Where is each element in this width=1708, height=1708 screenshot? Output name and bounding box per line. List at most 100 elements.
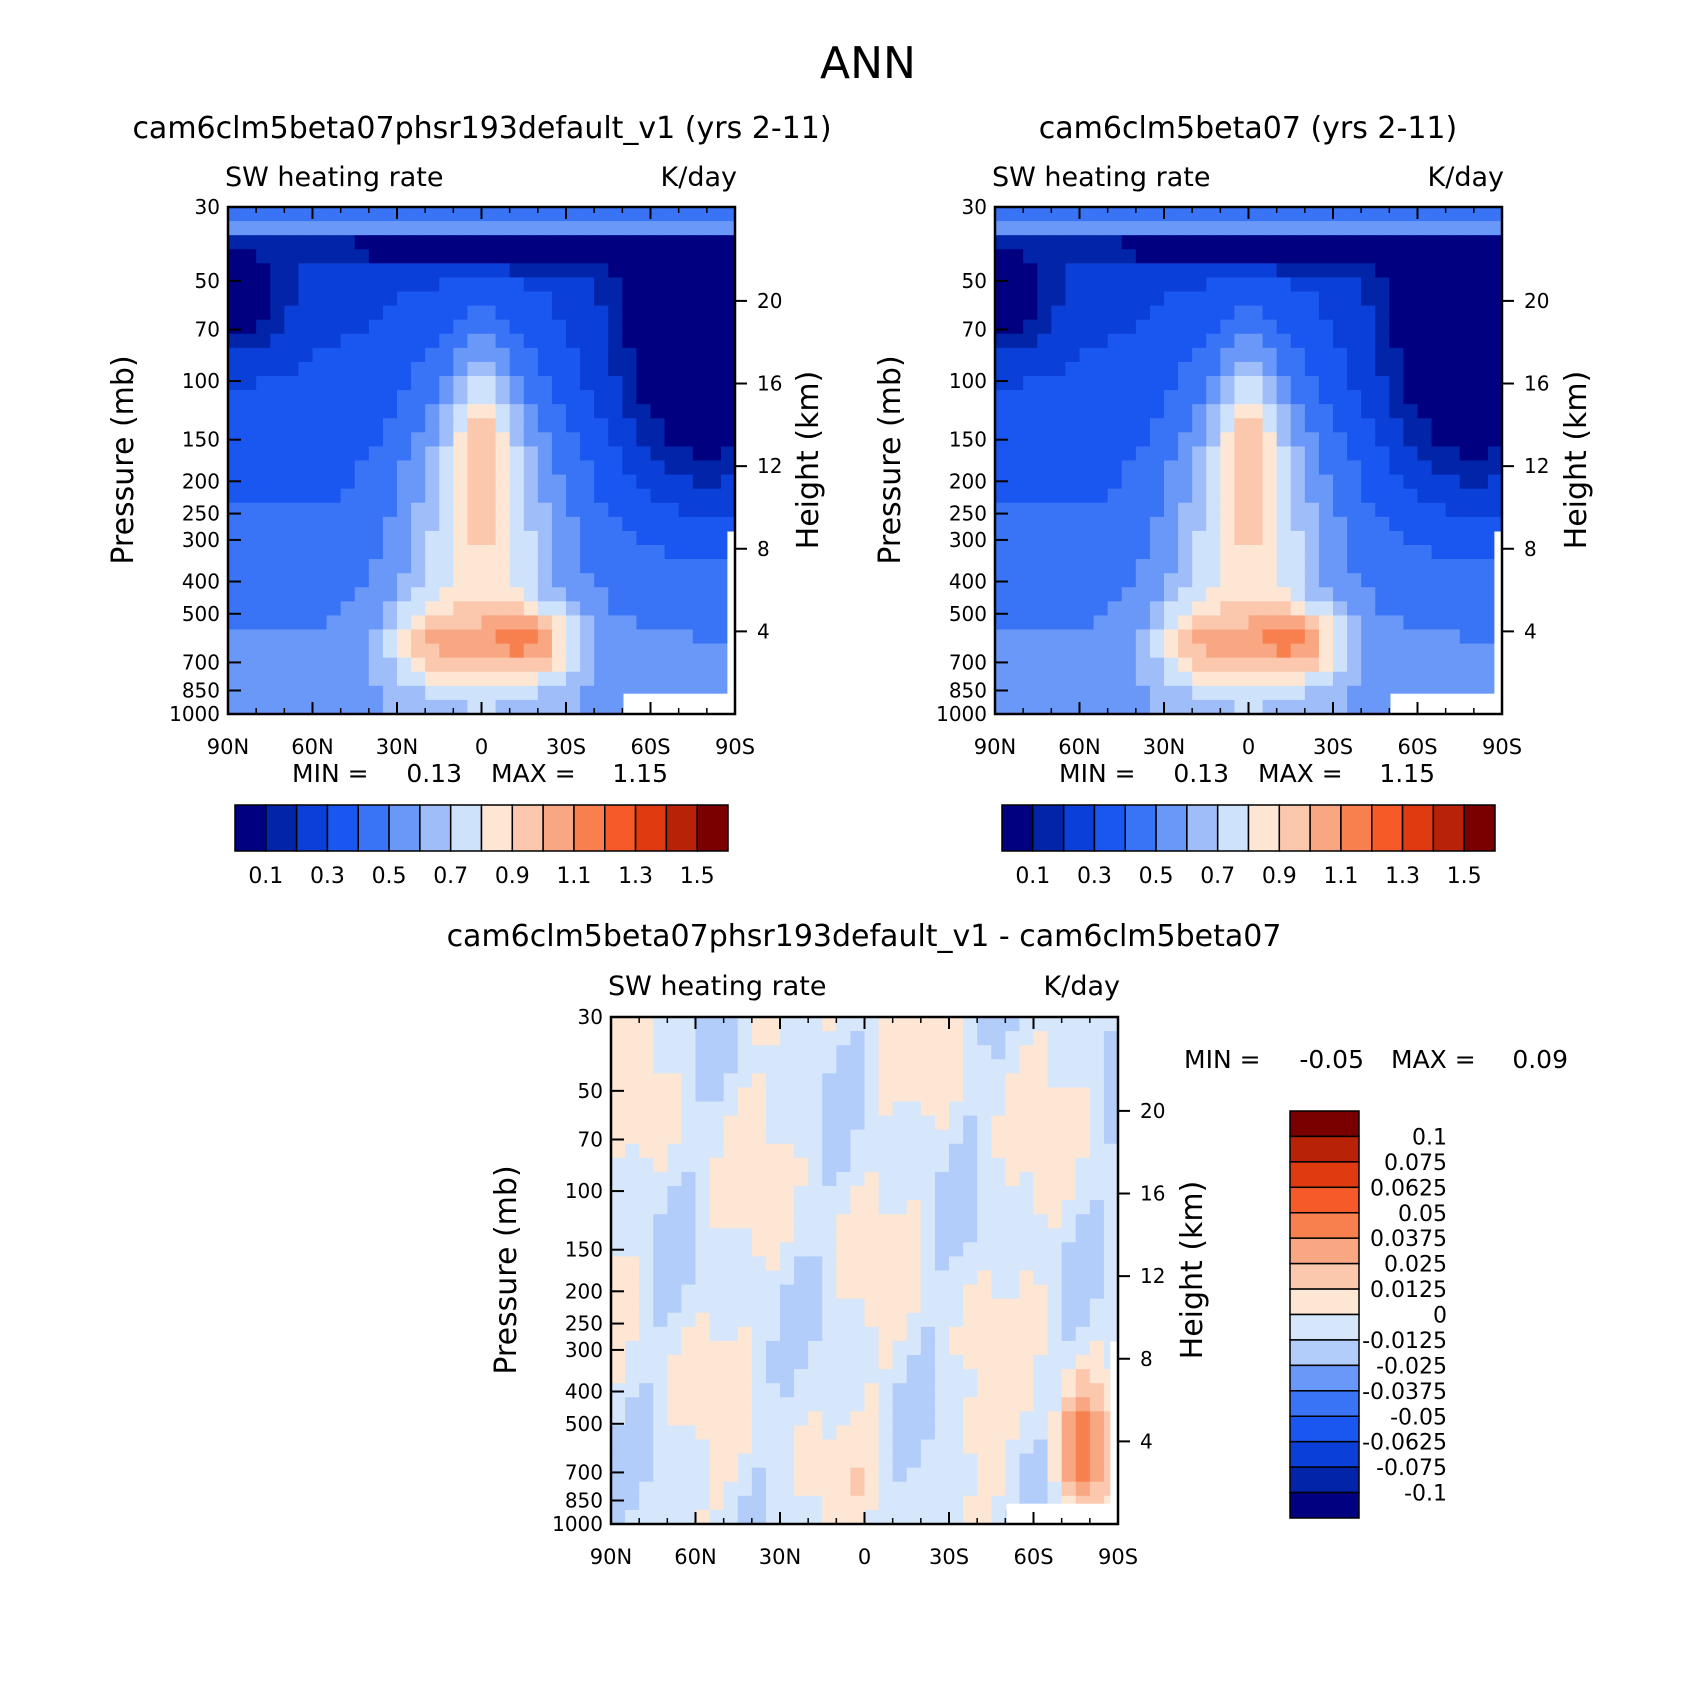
y-tick-label: 70 bbox=[578, 1128, 603, 1152]
contour-cell bbox=[425, 277, 441, 293]
contour-cell bbox=[537, 361, 553, 377]
contour-cell bbox=[270, 333, 286, 349]
contour-cell bbox=[920, 1495, 936, 1511]
contour-cell bbox=[270, 277, 286, 293]
contour-cell bbox=[720, 376, 735, 391]
contour-cell bbox=[695, 1453, 711, 1469]
contour-cell bbox=[650, 474, 666, 490]
contour-cell bbox=[709, 1143, 725, 1159]
contour-cell bbox=[453, 502, 469, 518]
contour-cell bbox=[1178, 530, 1193, 546]
contour-cell bbox=[636, 235, 652, 251]
contour-cell bbox=[1347, 207, 1362, 222]
contour-cell bbox=[977, 1270, 993, 1286]
contour-cell bbox=[1206, 207, 1222, 222]
contour-cell bbox=[692, 333, 708, 349]
contour-cell bbox=[326, 460, 342, 476]
contour-cell bbox=[850, 1171, 866, 1187]
contour-cell bbox=[681, 1453, 697, 1469]
contour-cell bbox=[270, 502, 286, 518]
contour-cell bbox=[794, 1411, 809, 1427]
contour-cell bbox=[354, 305, 370, 321]
contour-cell bbox=[354, 460, 370, 476]
contour-cell bbox=[920, 1298, 936, 1314]
contour-cell bbox=[1290, 376, 1306, 391]
contour-cell bbox=[1347, 235, 1362, 251]
colorbar-swatch bbox=[265, 804, 298, 852]
contour-cell bbox=[1033, 1326, 1049, 1342]
contour-cell bbox=[354, 277, 370, 293]
contour-cell bbox=[1417, 432, 1433, 448]
contour-cell bbox=[737, 1256, 753, 1272]
contour-cell bbox=[1178, 545, 1193, 560]
contour-cell bbox=[664, 516, 680, 532]
contour-cell bbox=[1135, 530, 1151, 546]
contour-cell bbox=[580, 460, 595, 476]
contour-cell bbox=[1347, 629, 1362, 645]
contour-cell bbox=[695, 1340, 711, 1356]
contour-cell bbox=[425, 263, 441, 279]
contour-cell bbox=[622, 545, 638, 560]
contour-cell bbox=[850, 1228, 866, 1244]
contour-cell bbox=[1033, 1017, 1049, 1032]
contour-cell bbox=[1107, 277, 1123, 293]
contour-cell bbox=[1347, 502, 1362, 518]
contour-cell bbox=[1033, 1214, 1049, 1230]
contour-cell bbox=[639, 1340, 655, 1356]
contour-cell bbox=[1065, 221, 1081, 236]
contour-cell bbox=[537, 516, 553, 532]
contour-cell bbox=[765, 1312, 781, 1328]
contour-cell bbox=[270, 291, 286, 307]
contour-cell bbox=[1079, 671, 1095, 687]
contour-cell bbox=[1178, 699, 1193, 714]
contour-cell bbox=[1061, 1270, 1077, 1286]
contour-cell bbox=[1220, 235, 1236, 251]
contour-cell bbox=[650, 376, 666, 391]
contour-cell bbox=[1304, 221, 1320, 236]
contour-cell bbox=[1089, 1073, 1105, 1089]
contour-cell bbox=[706, 277, 722, 293]
contour-cell bbox=[780, 1228, 795, 1244]
contour-cell bbox=[723, 1340, 739, 1356]
contour-cell bbox=[1290, 657, 1306, 673]
contour-cell bbox=[509, 545, 525, 560]
contour-cell bbox=[678, 333, 694, 349]
contour-cell bbox=[1164, 291, 1179, 307]
contour-cell bbox=[765, 1439, 781, 1455]
contour-cell bbox=[977, 1481, 993, 1497]
contour-cell bbox=[780, 1171, 795, 1187]
contour-cell bbox=[1051, 685, 1067, 701]
contour-cell bbox=[537, 502, 553, 518]
colorbar-swatch bbox=[573, 804, 606, 852]
contour-cell bbox=[523, 657, 539, 673]
contour-cell bbox=[678, 249, 694, 265]
contour-cell bbox=[551, 460, 567, 476]
contour-cell bbox=[509, 376, 525, 391]
contour-cell bbox=[1276, 291, 1292, 307]
contour-cell bbox=[1220, 559, 1236, 574]
contour-cell bbox=[580, 291, 595, 307]
contour-cell bbox=[1375, 615, 1391, 631]
contour-cell bbox=[664, 361, 680, 377]
contour-cell bbox=[509, 488, 525, 504]
contour-cell bbox=[1047, 1059, 1063, 1075]
y-axis-label: Pressure (mb) bbox=[489, 1165, 524, 1374]
contour-cell bbox=[368, 615, 384, 631]
contour-cell bbox=[864, 1312, 880, 1328]
contour-cell bbox=[1135, 460, 1151, 476]
contour-cell bbox=[653, 1397, 669, 1413]
contour-cell bbox=[340, 347, 356, 363]
contour-cell bbox=[892, 1073, 908, 1089]
contour-cell bbox=[611, 1073, 626, 1089]
contour-cell bbox=[1135, 629, 1151, 645]
x-tick-label: 60N bbox=[291, 735, 333, 759]
contour-cell bbox=[1234, 263, 1250, 279]
contour-cell bbox=[1075, 1087, 1091, 1103]
contour-cell bbox=[991, 1228, 1007, 1244]
contour-cell bbox=[1220, 319, 1236, 335]
contour-cell bbox=[678, 488, 694, 504]
contour-cell bbox=[1089, 1256, 1105, 1272]
contour-cell bbox=[495, 629, 511, 645]
contour-cell bbox=[509, 432, 525, 448]
contour-cell bbox=[720, 235, 735, 251]
